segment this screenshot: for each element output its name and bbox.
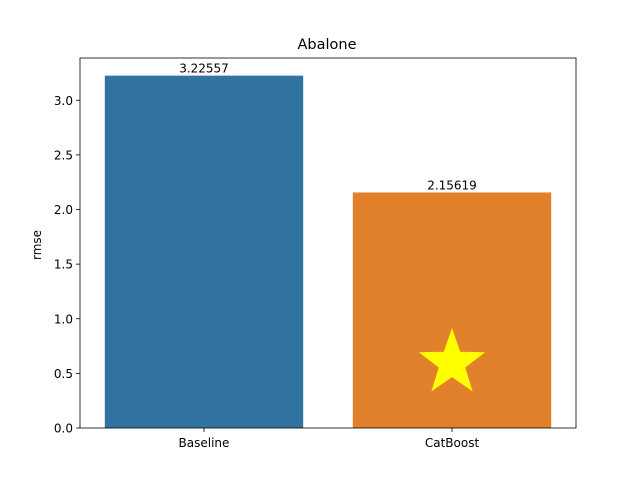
x-tick-label: CatBoost [425, 436, 480, 450]
y-tick-label: 0.0 [54, 422, 73, 436]
y-tick-label: 3.0 [54, 94, 73, 108]
bar-baseline [104, 75, 304, 428]
x-tick-label: Baseline [179, 436, 230, 450]
y-tick-label: 1.5 [54, 258, 73, 272]
plot-frame [79, 57, 577, 429]
y-tick-label: 1.0 [54, 312, 73, 326]
bar-value-label: 3.22557 [179, 62, 229, 76]
y-tick-label: 0.5 [54, 367, 73, 381]
bar-value-label: 2.15619 [427, 178, 477, 192]
best-model-star-icon [418, 328, 486, 392]
y-axis-label: rmse [30, 230, 44, 260]
y-tick-label: 2.0 [54, 203, 73, 217]
y-tick-label: 2.5 [54, 148, 73, 162]
bars-layer: 3.22557 2.15619 [104, 62, 552, 428]
chart-title: Abalone [297, 37, 356, 53]
axes-layer: Baseline CatBoost 0.0 0.5 1.0 1.5 2.0 2.5 3.0 [54, 57, 577, 450]
marker-layer [418, 328, 486, 392]
bar-catboost [352, 192, 552, 428]
